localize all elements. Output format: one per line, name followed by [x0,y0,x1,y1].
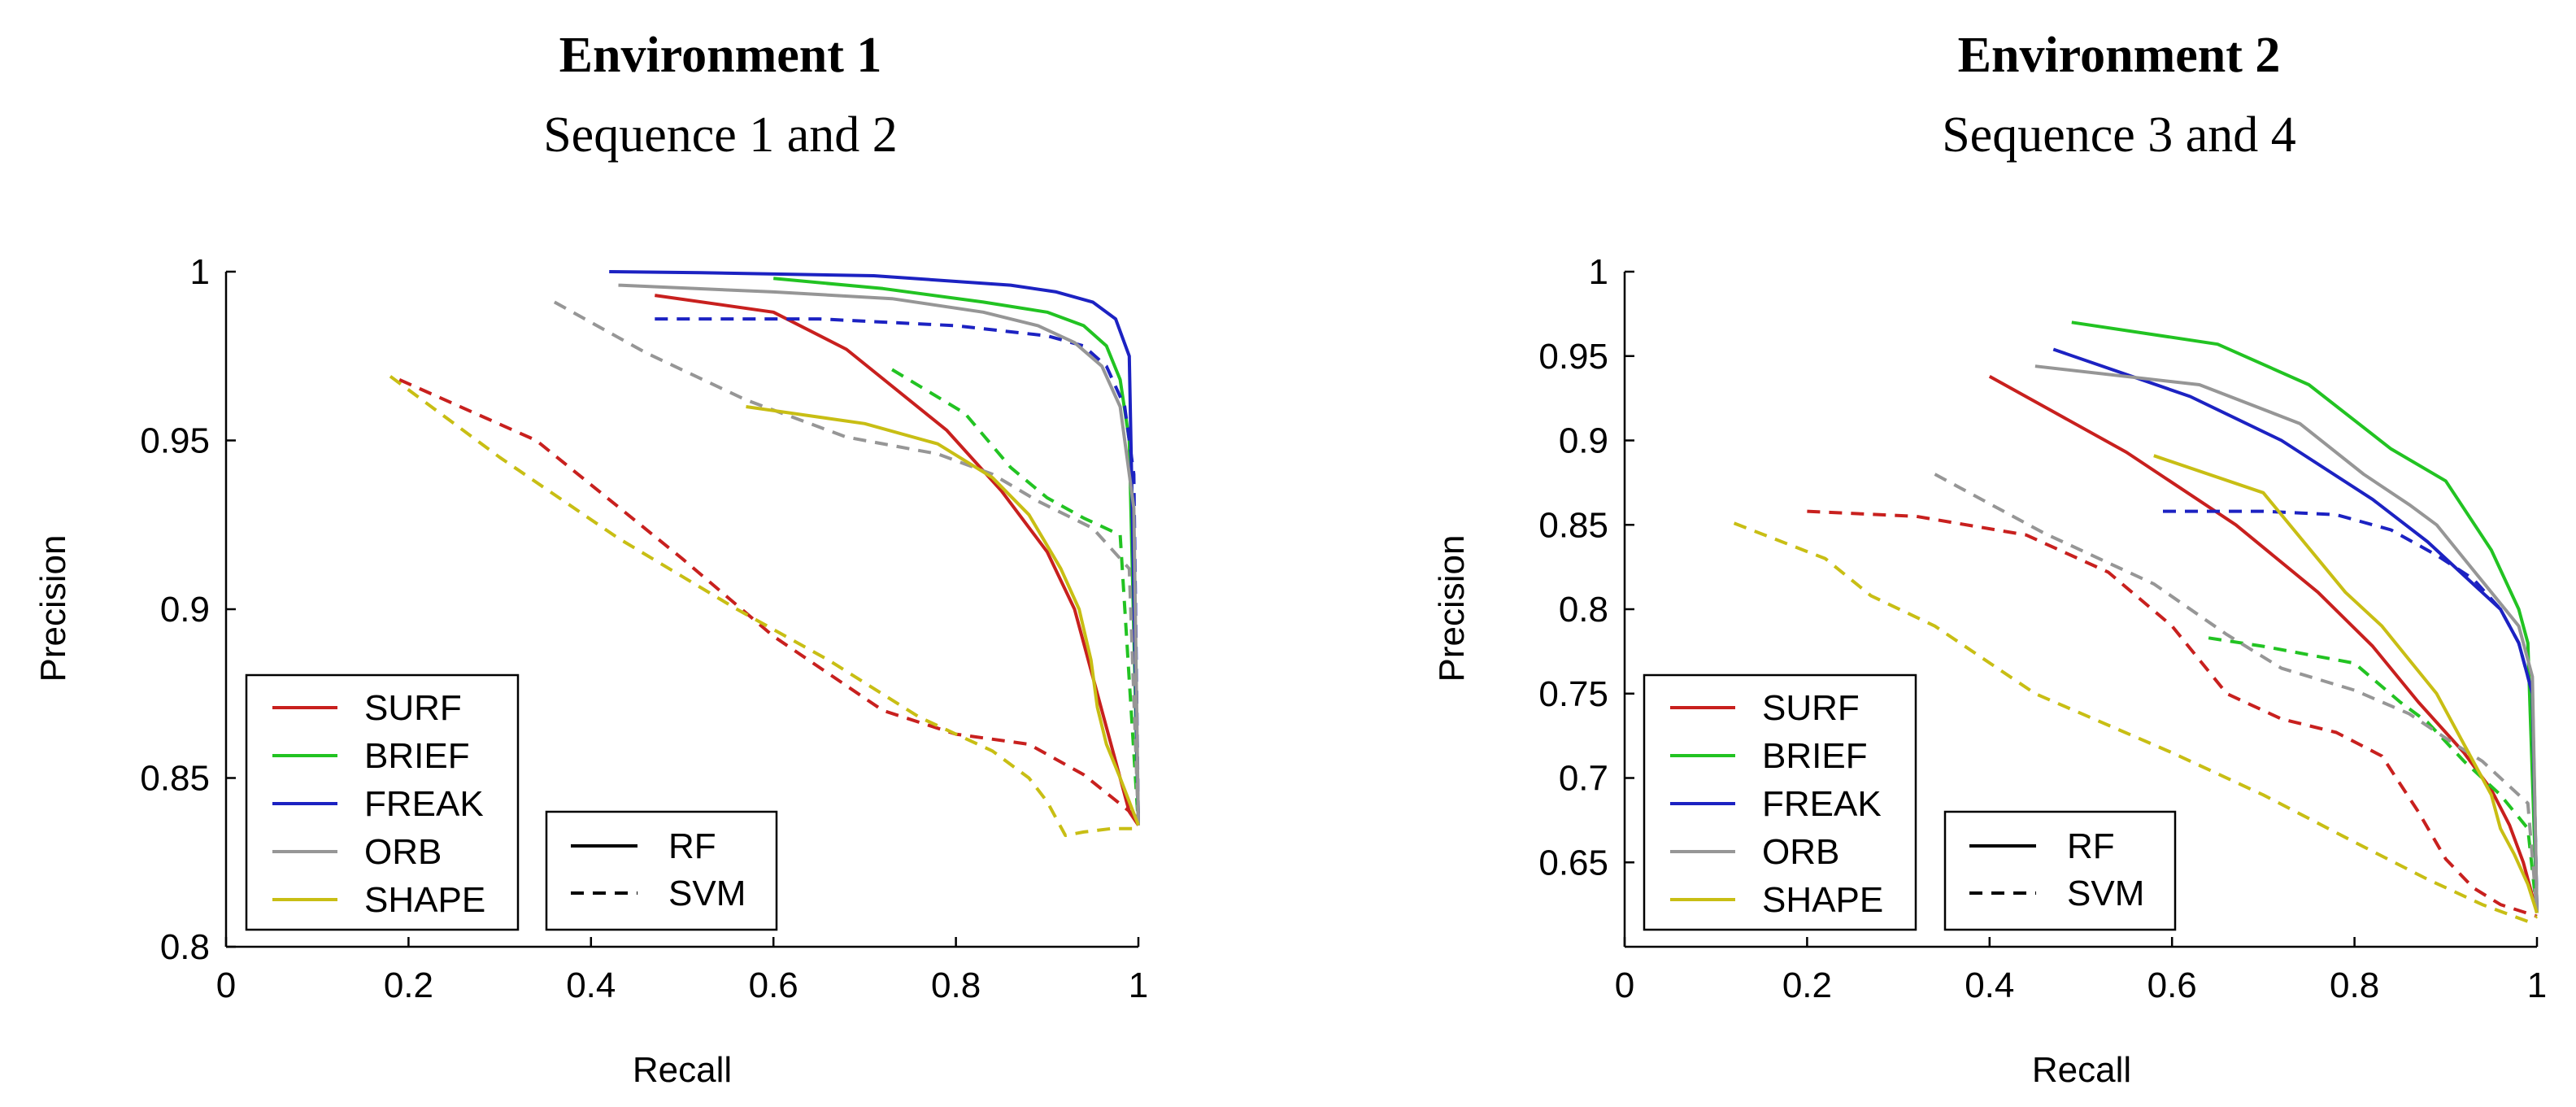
x-tick-label: 0.4 [1965,965,2014,1005]
y-tick-label: 1 [190,252,210,292]
series-shape-rf-line [2153,454,2539,914]
legend-descriptors-box [245,673,520,931]
x-axis-label: Recall [2032,1050,2131,1090]
legend-label-surf: SURF [1762,688,1860,728]
x-axis-label: Recall [633,1050,732,1090]
series-orb-svm-line [553,300,1140,826]
series-shape-rf-line [746,405,1140,826]
y-axis-label: Precision [1432,535,1472,682]
series-orb-rf-line [618,283,1140,826]
y-tick-label: 0.9 [160,590,210,630]
legend-label-freak: FREAK [1762,784,1882,824]
x-tick-label: 0 [216,965,236,1005]
x-tick-label: 0.2 [1782,965,1832,1005]
legend-label-surf: SURF [364,688,462,728]
series-surf-rf-line [655,294,1140,826]
chart-subtitle: Sequence 3 and 4 [1942,107,2296,163]
legend-label-freak: FREAK [364,784,484,824]
series-orb-rf-line [2034,364,2539,913]
x-tick-label: 0.6 [749,965,798,1005]
legend-styles-box [1943,810,2177,931]
y-tick-label: 0.9 [1559,421,1608,461]
series-brief-svm-line [2208,636,2539,913]
y-tick-label: 0.95 [140,421,210,461]
x-tick-label: 0.8 [931,965,981,1005]
series-freak-svm-line [2163,509,2539,913]
legend-label-svm: SVM [668,874,746,913]
y-tick-label: 0.65 [1538,843,1608,883]
chart-environment-2: Environment 2 Sequence 3 and 4 Recall Pr… [1432,28,2547,1090]
x-tick-label: 0.4 [566,965,616,1005]
y-tick-label: 1 [1589,252,1608,292]
y-tick-label: 0.8 [1559,590,1608,630]
x-tick-label: 0 [1615,965,1634,1005]
y-tick-label: 0.85 [140,759,210,799]
legend-label-orb: ORB [364,832,442,872]
legend-label-brief: BRIEF [364,736,470,776]
x-tick-label: 1 [2527,965,2547,1005]
legend-label-brief: BRIEF [1762,736,1868,776]
x-tick-label: 0.2 [384,965,433,1005]
y-tick-label: 0.85 [1538,505,1608,545]
legend-label-orb: ORB [1762,832,1839,872]
x-tick-label: 0.8 [2330,965,2379,1005]
series-freak-rf-line [2052,347,2539,913]
legend-label-rf: RF [668,826,716,866]
series-brief-rf-line [773,277,1140,826]
legend-styles-box [545,810,778,931]
chart-title: Environment 2 [1958,28,2281,83]
y-tick-label: 0.75 [1538,674,1608,714]
series-brief-svm-line [891,368,1140,826]
chart-title: Environment 1 [559,28,882,83]
y-tick-label: 0.7 [1559,759,1608,799]
series-surf-rf-line [1988,374,2539,914]
legend-label-shape: SHAPE [1762,880,1883,920]
chart-environment-1: Environment 1 Sequence 1 and 2 Recall Pr… [33,28,1148,1090]
series-shape-svm-line [389,375,1138,838]
y-tick-label: 0.95 [1538,337,1608,377]
series-orb-svm-line [1934,473,2539,913]
y-axis-label: Precision [33,535,73,682]
legend-label-shape: SHAPE [364,880,485,920]
legend-label-svm: SVM [2067,874,2144,913]
legend-label-rf: RF [2067,826,2115,866]
series-freak-rf-line [609,270,1140,826]
series-freak-svm-line [655,317,1140,826]
series-brief-rf-line [2071,320,2539,913]
x-tick-label: 1 [1129,965,1148,1005]
y-tick-label: 0.8 [160,927,210,967]
chart-subtitle: Sequence 1 and 2 [543,107,898,163]
x-tick-label: 0.6 [2147,965,2197,1005]
